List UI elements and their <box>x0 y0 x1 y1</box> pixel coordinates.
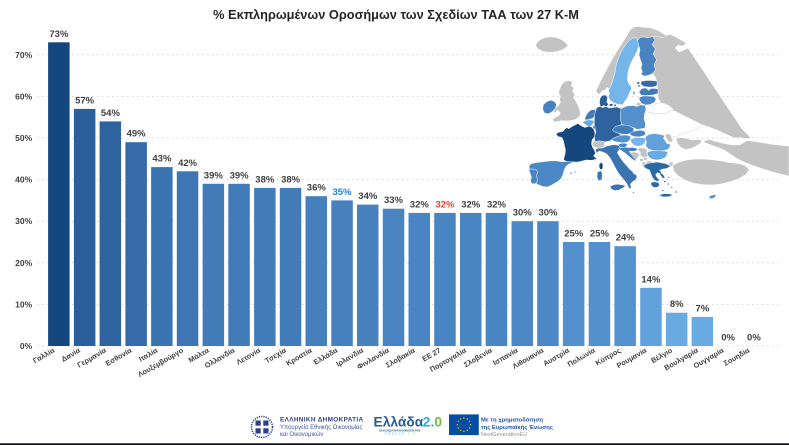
svg-text:60%: 60% <box>15 91 32 101</box>
svg-text:32%: 32% <box>435 199 455 210</box>
svg-text:43%: 43% <box>152 154 172 165</box>
svg-text:Με τη χρηματοδότηση: Με τη χρηματοδότηση <box>481 418 543 424</box>
svg-text:32%: 32% <box>410 199 430 210</box>
svg-text:70%: 70% <box>15 50 32 60</box>
svg-text:33%: 33% <box>384 195 404 206</box>
svg-text:57%: 57% <box>75 95 95 106</box>
svg-text:54%: 54% <box>101 108 121 119</box>
svg-text:32%: 32% <box>487 199 507 210</box>
svg-text:8%: 8% <box>670 299 684 310</box>
svg-text:7%: 7% <box>696 303 710 314</box>
svg-text:50%: 50% <box>15 133 32 143</box>
svg-text:39%: 39% <box>204 170 224 181</box>
svg-text:0%: 0% <box>747 333 761 344</box>
svg-text:34%: 34% <box>358 191 378 202</box>
svg-text:GREECE 2.0: GREECE 2.0 <box>385 432 416 436</box>
svg-text:30%: 30% <box>15 216 32 226</box>
svg-text:0%: 0% <box>20 341 33 351</box>
svg-text:30%: 30% <box>513 208 533 219</box>
svg-text:10%: 10% <box>15 299 32 309</box>
svg-text:24%: 24% <box>616 233 636 244</box>
svg-text:25%: 25% <box>590 229 610 240</box>
svg-text:40%: 40% <box>15 175 32 185</box>
svg-text:36%: 36% <box>307 183 327 194</box>
svg-text:20%: 20% <box>15 258 32 268</box>
svg-text:49%: 49% <box>127 129 147 140</box>
svg-text:73%: 73% <box>49 29 69 40</box>
svg-text:% Εκπληρωμένων Οροσήμων των Σχ: % Εκπληρωμένων Οροσήμων των Σχεδίων ΤΑΑ … <box>213 7 579 22</box>
svg-text:14%: 14% <box>641 274 661 285</box>
svg-text:32%: 32% <box>461 199 481 210</box>
svg-text:25%: 25% <box>564 229 584 240</box>
svg-text:Ελλάδα: Ελλάδα <box>374 415 424 430</box>
svg-text:και Οικονομικών: και Οικονομικών <box>280 432 323 438</box>
svg-text:38%: 38% <box>281 174 301 185</box>
svg-text:2.0: 2.0 <box>423 415 443 430</box>
svg-text:ΕΛΛΗΝΙΚΗ ΔΗΜΟΚΡΑΤΙΑ: ΕΛΛΗΝΙΚΗ ΔΗΜΟΚΡΑΤΙΑ <box>280 417 364 424</box>
svg-text:39%: 39% <box>230 170 250 181</box>
svg-text:NextGenerationEU: NextGenerationEU <box>481 432 527 438</box>
svg-text:35%: 35% <box>332 187 352 198</box>
svg-text:της Ευρωπαϊκής Ένωσης: της Ευρωπαϊκής Ένωσης <box>481 425 553 431</box>
svg-text:38%: 38% <box>255 174 275 185</box>
svg-text:0%: 0% <box>721 333 735 344</box>
svg-text:42%: 42% <box>178 158 198 169</box>
svg-text:ΕΘΝΙΚΟ ΣΧΕΔΙΟ ΑΝΑΚΑΜΨΗΣ ΚΑΙ ΑΝ: ΕΘΝΙΚΟ ΣΧΕΔΙΟ ΑΝΑΚΑΜΨΗΣ ΚΑΙ ΑΝΘΕΚΤΙΚΟΤΗΤ… <box>379 429 421 433</box>
svg-text:Υπουργείο Εθνικής Οικονομίας: Υπουργείο Εθνικής Οικονομίας <box>280 424 363 431</box>
svg-text:30%: 30% <box>538 208 558 219</box>
